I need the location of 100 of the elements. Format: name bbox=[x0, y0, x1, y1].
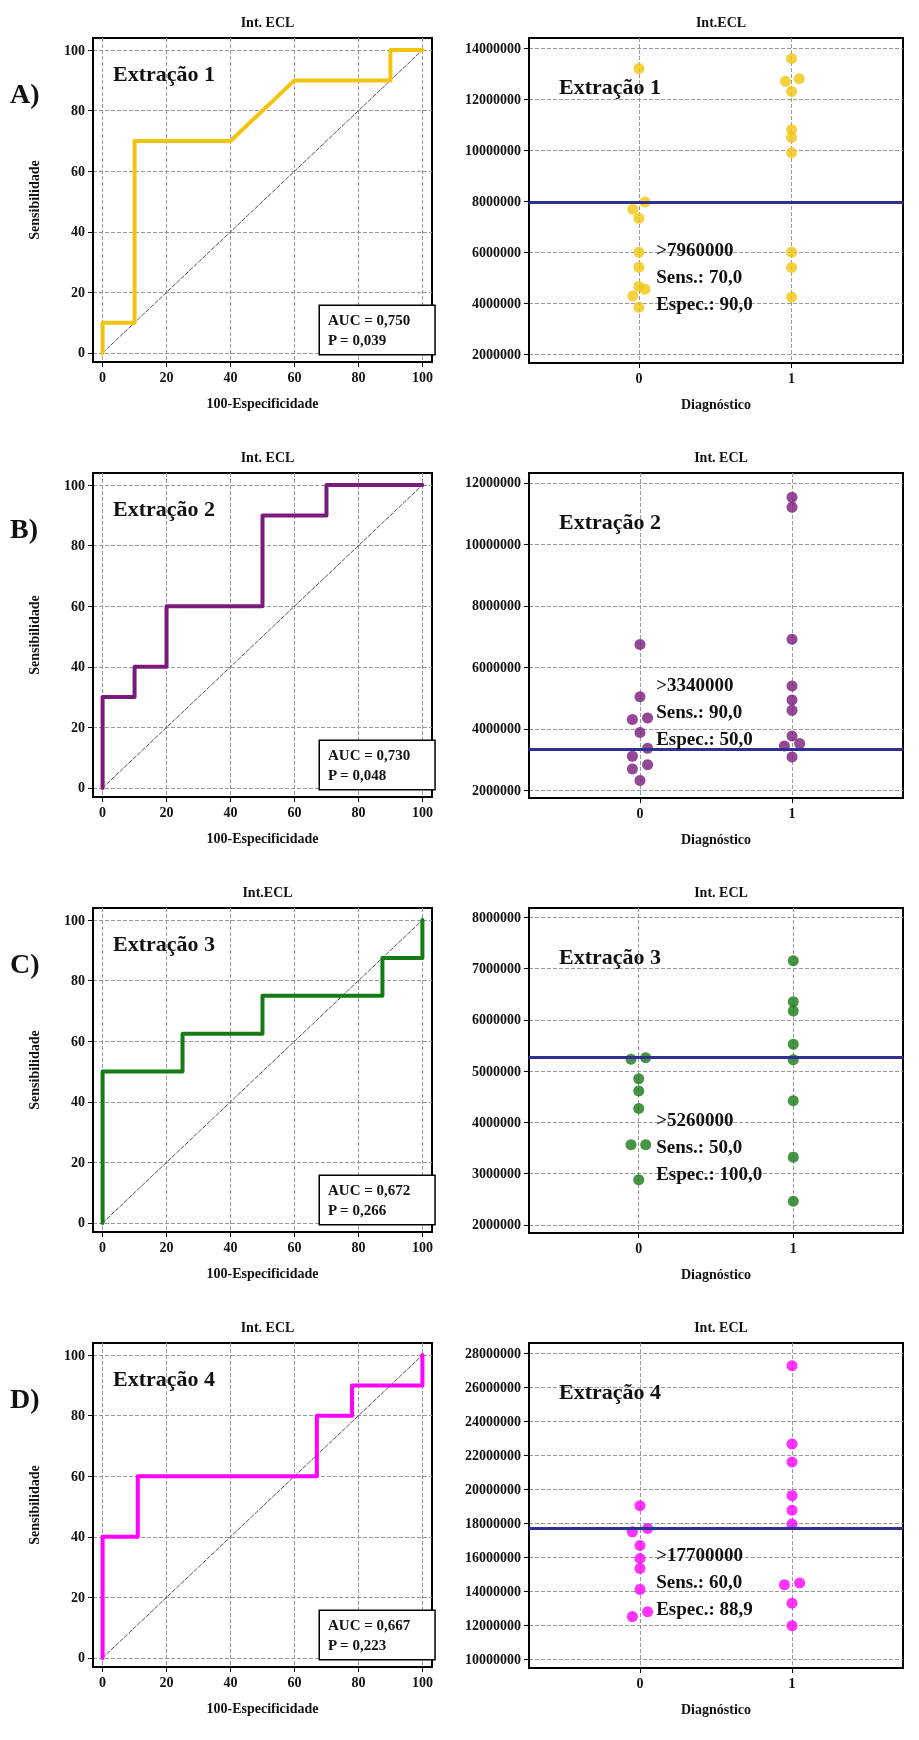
point bbox=[786, 501, 798, 513]
annotation: >7960000 bbox=[656, 238, 734, 260]
y-tick-label: 2000000 bbox=[472, 346, 521, 362]
x-tick-label: 100 bbox=[411, 804, 433, 820]
annotation: AUC = 0,730 bbox=[328, 747, 411, 763]
annotation: >5260000 bbox=[656, 1108, 734, 1130]
point bbox=[642, 712, 654, 724]
point bbox=[633, 212, 645, 224]
point bbox=[778, 1579, 790, 1591]
text: B) bbox=[10, 512, 38, 544]
x-tick-label: 1 bbox=[788, 805, 796, 821]
point bbox=[642, 1606, 654, 1618]
y-tick-label: 12000000 bbox=[465, 91, 521, 107]
y-tick-label: 100 bbox=[64, 477, 85, 493]
point bbox=[627, 203, 639, 215]
x-tick-label: 40 bbox=[223, 1239, 238, 1255]
chart-title: Int. ECL bbox=[240, 1319, 295, 1335]
point bbox=[627, 290, 639, 302]
point bbox=[786, 52, 798, 64]
point bbox=[639, 283, 651, 295]
y-tick-label: 60 bbox=[71, 598, 85, 614]
point bbox=[787, 1038, 799, 1050]
x-tick-label: 1 bbox=[788, 370, 796, 386]
point bbox=[633, 1085, 645, 1097]
y-tick-label: 10000000 bbox=[465, 1651, 521, 1667]
annotation: >17700000 bbox=[656, 1543, 743, 1565]
annotation: P = 0,048 bbox=[328, 767, 387, 783]
y-tick-label: 4000000 bbox=[472, 721, 521, 737]
y-tick-label: 40 bbox=[71, 659, 85, 675]
x-axis-title: Diagnóstico bbox=[681, 1701, 751, 1717]
point bbox=[786, 246, 798, 258]
text: D) bbox=[10, 1382, 40, 1414]
y-tick-label: 80 bbox=[71, 973, 85, 989]
point bbox=[787, 955, 799, 967]
annotation: P = 0,266 bbox=[328, 1202, 387, 1218]
point bbox=[786, 680, 798, 692]
y-tick-label: 0 bbox=[78, 1650, 85, 1666]
annotation: Sens.: 70,0 bbox=[656, 265, 743, 287]
point bbox=[786, 694, 798, 706]
x-axis-title: Diagnóstico bbox=[681, 396, 751, 412]
point bbox=[786, 1438, 798, 1450]
x-tick-label: 1 bbox=[788, 1675, 796, 1691]
annotation: AUC = 0,667 bbox=[328, 1617, 411, 1633]
y-tick-label: 3000000 bbox=[472, 1166, 521, 1182]
y-tick-label: 28000000 bbox=[465, 1345, 521, 1361]
y-tick-label: 100 bbox=[64, 912, 85, 928]
y-tick-label: 80 bbox=[71, 538, 85, 554]
point bbox=[787, 1151, 799, 1163]
x-tick-label: 20 bbox=[159, 1239, 174, 1255]
x-axis-title: Diagnóstico bbox=[681, 1266, 751, 1282]
y-tick-label: 8000000 bbox=[472, 193, 521, 209]
point bbox=[793, 73, 805, 85]
y-tick-label: 80 bbox=[71, 103, 85, 119]
point bbox=[794, 1577, 806, 1589]
y-tick-label: 60 bbox=[71, 1033, 85, 1049]
y-tick-label: 6000000 bbox=[472, 1012, 521, 1028]
annotation: >3340000 bbox=[656, 673, 734, 695]
x-tick-label: 60 bbox=[287, 804, 302, 820]
y-tick-label: 0 bbox=[78, 345, 85, 361]
y-tick-label: 10000000 bbox=[465, 142, 521, 158]
point bbox=[642, 759, 654, 771]
point bbox=[786, 1360, 798, 1372]
point bbox=[625, 1139, 637, 1151]
point bbox=[633, 261, 645, 273]
point bbox=[786, 751, 798, 763]
y-axis-title: Sensibilidade bbox=[26, 595, 42, 675]
y-tick-label: 0 bbox=[78, 780, 85, 796]
y-tick-label: 60 bbox=[71, 1468, 85, 1484]
y-tick-label: 7000000 bbox=[472, 960, 521, 976]
point bbox=[786, 291, 798, 303]
x-axis-title: 100-Especificidade bbox=[206, 1700, 319, 1716]
annotation: Sens.: 50,0 bbox=[656, 1135, 743, 1157]
y-tick-label: 14000000 bbox=[465, 1583, 521, 1599]
y-tick-label: 40 bbox=[71, 1094, 85, 1110]
chart-title: Int. ECL bbox=[240, 14, 295, 30]
annotation: Sens.: 90,0 bbox=[656, 700, 743, 722]
point bbox=[787, 1095, 799, 1107]
x-tick-label: 100 bbox=[411, 369, 433, 385]
point bbox=[786, 1597, 798, 1609]
y-tick-label: 18000000 bbox=[465, 1515, 521, 1531]
point bbox=[640, 1139, 652, 1151]
point bbox=[786, 491, 798, 503]
x-tick-label: 100 bbox=[411, 1674, 433, 1690]
y-axis-title: Sensibilidade bbox=[26, 1465, 42, 1545]
point bbox=[626, 714, 638, 726]
annotation: Extração 3 bbox=[559, 943, 662, 969]
y-tick-label: 6000000 bbox=[472, 244, 521, 260]
point bbox=[786, 147, 798, 159]
annotation: Espec.: 50,0 bbox=[656, 727, 753, 749]
annotation: Extração 2 bbox=[559, 508, 662, 534]
chart-title: Int. ECL bbox=[694, 884, 748, 900]
x-axis-title: 100-Especificidade bbox=[206, 1265, 319, 1281]
x-tick-label: 20 bbox=[159, 804, 174, 820]
y-tick-label: 6000000 bbox=[472, 659, 521, 675]
y-tick-label: 20 bbox=[71, 1589, 85, 1605]
point bbox=[787, 1005, 799, 1017]
y-tick-label: 12000000 bbox=[465, 1617, 521, 1633]
y-tick-label: 4000000 bbox=[472, 295, 521, 311]
point bbox=[787, 996, 799, 1008]
point bbox=[786, 86, 798, 98]
